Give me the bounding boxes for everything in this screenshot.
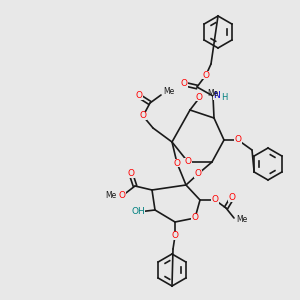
FancyBboxPatch shape <box>173 159 181 167</box>
Text: Me: Me <box>236 215 247 224</box>
Text: O: O <box>229 194 236 202</box>
Text: O: O <box>172 232 178 241</box>
Text: OH: OH <box>131 208 145 217</box>
FancyBboxPatch shape <box>184 158 192 166</box>
FancyBboxPatch shape <box>194 170 202 178</box>
FancyBboxPatch shape <box>202 71 210 79</box>
Text: O: O <box>118 191 125 200</box>
FancyBboxPatch shape <box>234 136 242 144</box>
FancyBboxPatch shape <box>195 93 203 101</box>
FancyBboxPatch shape <box>118 192 126 200</box>
Text: O: O <box>184 158 191 166</box>
FancyBboxPatch shape <box>228 194 236 202</box>
Text: O: O <box>196 92 202 101</box>
Text: O: O <box>181 80 188 88</box>
Text: H: H <box>221 92 227 101</box>
Text: N: N <box>214 92 220 100</box>
Text: Me: Me <box>207 88 218 98</box>
FancyBboxPatch shape <box>139 112 147 120</box>
Text: O: O <box>202 70 209 80</box>
Text: Me: Me <box>105 191 116 200</box>
Text: O: O <box>136 92 142 100</box>
FancyBboxPatch shape <box>221 94 227 100</box>
Text: O: O <box>212 196 218 205</box>
FancyBboxPatch shape <box>127 170 135 178</box>
Text: O: O <box>194 169 202 178</box>
FancyBboxPatch shape <box>131 208 145 216</box>
Text: O: O <box>191 214 199 223</box>
FancyBboxPatch shape <box>171 232 179 240</box>
Text: Me: Me <box>163 88 174 97</box>
Text: O: O <box>235 136 242 145</box>
FancyBboxPatch shape <box>213 92 221 100</box>
FancyBboxPatch shape <box>135 92 143 100</box>
Text: O: O <box>128 169 134 178</box>
FancyBboxPatch shape <box>211 196 219 204</box>
FancyBboxPatch shape <box>191 214 199 222</box>
FancyBboxPatch shape <box>180 80 188 88</box>
Text: O: O <box>140 112 146 121</box>
Text: O: O <box>173 158 181 167</box>
